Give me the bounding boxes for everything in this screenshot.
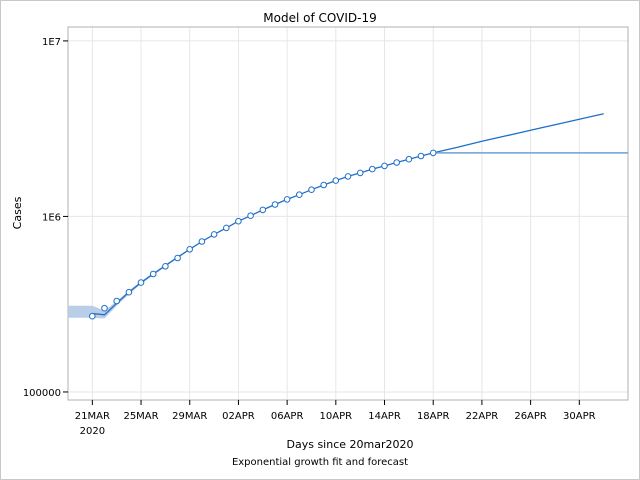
fit-line (92, 113, 604, 316)
data-point (223, 224, 230, 232)
data-point (198, 238, 206, 245)
x-tick-label: 14APR (368, 411, 401, 422)
data-point (113, 297, 120, 305)
x-tick-label: 06APR (271, 411, 304, 422)
data-point (320, 181, 328, 189)
data-point (393, 159, 401, 166)
data-point (283, 196, 291, 203)
x-tick-sublabel: 2020 (80, 426, 105, 437)
y-tick-label: 100000 (23, 388, 61, 399)
confidence-band (68, 248, 190, 319)
data-point (125, 288, 133, 296)
grid-lines (68, 27, 628, 400)
data-point (137, 279, 145, 286)
data-point (149, 270, 157, 278)
data-point (235, 217, 242, 225)
x-tick-label: 21MAR (75, 411, 110, 422)
x-tick-label: 25MAR (123, 411, 158, 422)
confidence-band-area (68, 248, 190, 319)
data-point (332, 177, 340, 184)
data-point (381, 162, 388, 170)
data-point (308, 186, 315, 193)
data-point (210, 231, 218, 238)
x-tick-label: 22APR (466, 411, 499, 422)
x-tick-label: 26APR (514, 411, 547, 422)
x-tick-label: 10APR (320, 411, 353, 422)
data-point (296, 191, 303, 198)
data-point (89, 312, 96, 320)
x-axis-ticks: 21MAR 2020 25MAR 29MAR 02APR 06APR 10APR 14APR 1… (75, 400, 596, 437)
x-tick-label: 18APR (417, 411, 450, 422)
x-axis-label: Days since 20mar2020 (287, 438, 414, 451)
data-point (186, 246, 193, 253)
data-point (369, 165, 376, 173)
y-axis-label: Cases (11, 196, 24, 229)
data-point (417, 152, 425, 160)
y-axis-ticks: 100000 1E6 1E7 (23, 37, 68, 399)
series-lines (92, 113, 628, 316)
chart-footnote: Exponential growth fit and forecast (232, 457, 408, 468)
data-point (101, 304, 108, 312)
y-tick-label: 1E6 (42, 212, 61, 223)
data-point (174, 254, 181, 262)
x-tick-label: 30APR (563, 411, 596, 422)
data-point (405, 155, 413, 163)
data-point (344, 173, 352, 180)
chart-title: Model of COVID-19 (263, 11, 376, 25)
data-point (247, 212, 254, 219)
observed-points (89, 149, 437, 320)
data-point (356, 169, 364, 177)
y-tick-label: 1E7 (42, 37, 61, 48)
data-point (271, 201, 279, 208)
x-tick-label: 29MAR (172, 411, 207, 422)
data-point (429, 149, 437, 157)
data-point (259, 206, 267, 214)
x-tick-label: 02APR (222, 411, 255, 422)
data-point (162, 263, 169, 270)
plot-area (67, 26, 629, 401)
